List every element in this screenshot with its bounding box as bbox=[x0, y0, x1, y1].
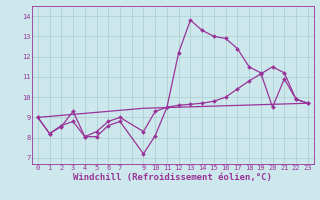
X-axis label: Windchill (Refroidissement éolien,°C): Windchill (Refroidissement éolien,°C) bbox=[73, 172, 272, 182]
